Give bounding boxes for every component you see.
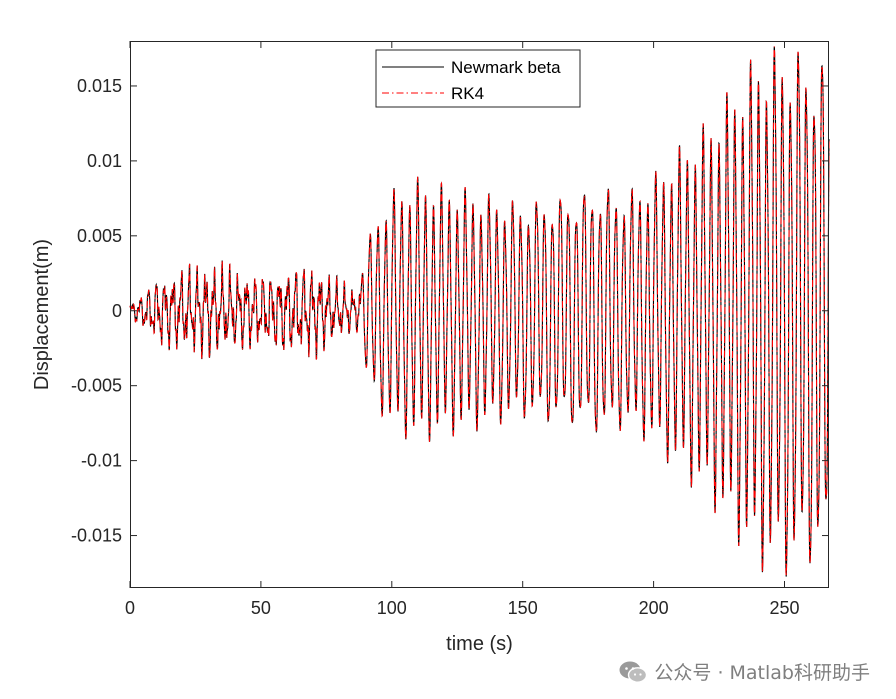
y-tick-label: 0.015 [77, 76, 122, 96]
legend-label-newmark: Newmark beta [451, 58, 561, 77]
y-tick-label: -0.01 [81, 451, 122, 471]
x-tick-label: 50 [251, 598, 271, 618]
series-layer [129, 46, 830, 577]
legend-label-rk4: RK4 [451, 84, 484, 103]
x-tick-label: 200 [639, 598, 669, 618]
x-tick-label: 0 [125, 598, 135, 618]
series-line-rk4 [129, 46, 830, 577]
y-axis-label: Displacement(m) [31, 239, 53, 390]
x-axis-label: time (s) [446, 633, 513, 655]
legend-box [375, 49, 581, 108]
y-tick-label: -0.005 [71, 376, 122, 396]
y-tick-label: -0.015 [71, 526, 122, 546]
ticks-layer: 0 50 100 150 200 250 -0.015 -0.01 -0.005 0 0.005 0.… [71, 41, 829, 618]
x-tick-label: 150 [508, 598, 538, 618]
wechat-icon [619, 661, 648, 683]
x-tick-label: 250 [769, 598, 799, 618]
y-tick-label: 0 [112, 301, 122, 321]
y-tick-label: 0.005 [77, 226, 122, 246]
x-tick-label: 100 [377, 598, 407, 618]
plot-frame [130, 41, 829, 588]
watermark-text: 公众号 · Matlab科研助手 [654, 662, 870, 684]
legend: Newmark beta RK4 [375, 49, 581, 108]
watermark: 公众号 · Matlab科研助手 [618, 658, 870, 685]
y-tick-label: 0.01 [87, 151, 122, 171]
